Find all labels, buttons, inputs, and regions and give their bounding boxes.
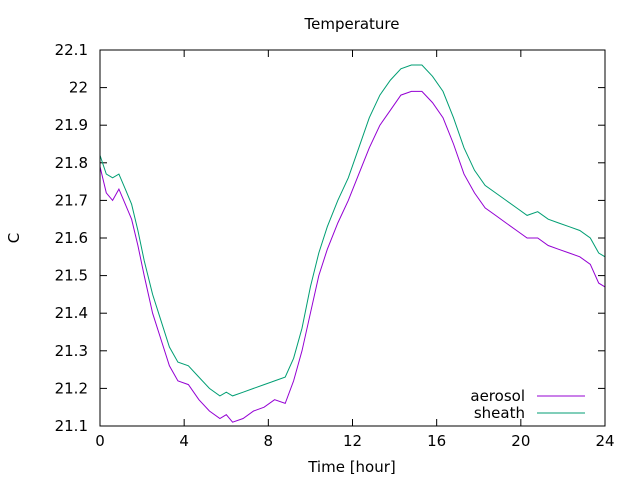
legend-label-sheath: sheath: [474, 404, 525, 422]
x-axis-label: Time [hour]: [307, 458, 396, 476]
y-tick-label: 21.6: [55, 229, 88, 247]
x-tick-label: 8: [264, 432, 274, 450]
chart-title: Temperature: [303, 15, 399, 33]
y-tick-label: 21.9: [55, 116, 88, 134]
x-tick-label: 24: [595, 432, 614, 450]
plot-frame: [99, 49, 606, 427]
x-tick-label: 12: [343, 432, 362, 450]
x-tick-label: 0: [95, 432, 105, 450]
y-axis-label: C: [5, 233, 23, 243]
y-tick-label: 21.4: [55, 304, 88, 322]
plot-series: [99, 64, 606, 423]
legend-label-aerosol: aerosol: [470, 387, 525, 405]
series-line-sheath: [99, 64, 606, 397]
x-tick-label: 16: [427, 432, 446, 450]
y-tick-label: 21.8: [55, 154, 88, 172]
y-tick-label: 21.2: [55, 379, 88, 397]
y-tick-label: 22.1: [55, 41, 88, 59]
y-tick-label: 21.3: [55, 342, 88, 360]
series-line-aerosol: [99, 90, 606, 423]
y-tick-label: 21.7: [55, 191, 88, 209]
y-tick-label: 22: [69, 79, 88, 97]
y-tick-label: 21.1: [55, 417, 88, 435]
y-tick-label: 21.5: [55, 267, 88, 285]
x-tick-label: 20: [511, 432, 530, 450]
x-tick-label: 4: [179, 432, 189, 450]
